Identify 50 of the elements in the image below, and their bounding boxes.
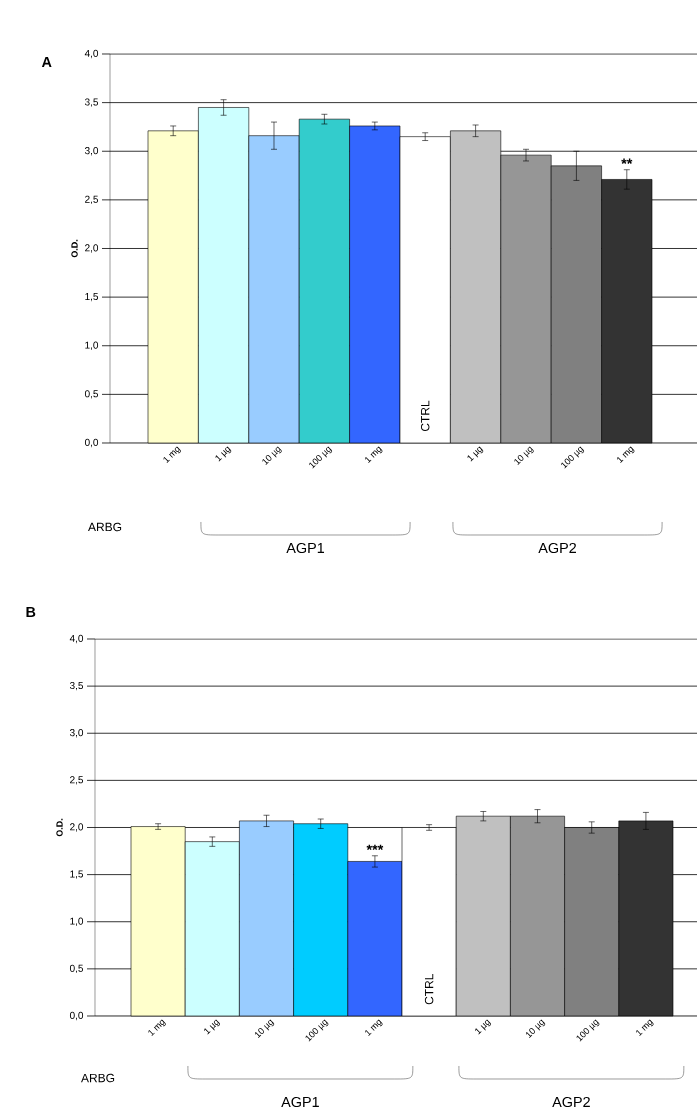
y-tick-label: 2,0: [70, 823, 84, 832]
y-tick-label: 4,0: [69, 634, 84, 644]
y-axis-title: O.D.: [71, 239, 78, 258]
x-tick-label: 100 µg: [305, 1019, 329, 1042]
chart-title: A: [41, 57, 52, 67]
x-tick-label: 10 µg: [254, 1019, 275, 1038]
x-tick-label: 1 mg: [365, 446, 383, 464]
x-tick-label: 100 µg: [561, 446, 585, 469]
text: ARBG: [88, 522, 122, 532]
text: AGP1: [281, 1096, 319, 1108]
x-tick-label: 100 µg: [576, 1019, 600, 1042]
y-tick-label: 1,5: [70, 870, 84, 879]
y-tick-label: 0,0: [84, 438, 99, 448]
y-tick-label: 1,5: [85, 293, 99, 302]
annotation: ***: [366, 844, 384, 851]
x-tick-label: 1 µg: [467, 446, 484, 462]
x-tick-label: 1 mg: [163, 446, 181, 464]
y-axis-title: O.D.: [56, 818, 63, 837]
y-tick-label: 3,5: [84, 98, 99, 107]
y-tick-label: 2,0: [85, 244, 99, 253]
x-tick-label: CTRL: [424, 973, 434, 1005]
text: AGP1: [286, 542, 325, 554]
y-tick-label: 1,0: [70, 917, 84, 926]
y-tick-label: 2,5: [70, 776, 84, 785]
y-tick-label: 0,0: [69, 1011, 84, 1021]
x-tick-label: 1 µg: [475, 1019, 492, 1035]
x-tick-label: 1 µg: [215, 446, 232, 462]
x-tick-label: 1 mg: [365, 1019, 383, 1037]
x-tick-label: 1 mg: [148, 1019, 166, 1037]
y-tick-label: 4,0: [84, 49, 99, 59]
x-tick-label: CTRL: [420, 400, 430, 432]
y-tick-label: 0,5: [84, 390, 99, 399]
x-tick-label: 1 µg: [204, 1019, 220, 1035]
x-tick-label: 1 mg: [617, 446, 635, 464]
x-tick-label: 10 µg: [514, 446, 534, 465]
y-tick-label: 1,0: [85, 341, 99, 350]
y-tick-label: 3,5: [69, 681, 84, 691]
text: AGP2: [538, 542, 576, 554]
y-tick-label: 0,5: [69, 964, 84, 974]
y-tick-label: 3,0: [69, 729, 84, 738]
text: ARBG: [81, 1073, 115, 1083]
x-tick-label: 10 µg: [525, 1019, 546, 1038]
x-tick-label: 10 µg: [262, 446, 282, 465]
text: AGP2: [552, 1096, 590, 1108]
annotation: **: [621, 158, 633, 164]
x-tick-label: 1 mg: [636, 1019, 654, 1037]
x-tick-label: 100 µg: [309, 446, 333, 469]
y-tick-label: 3,0: [84, 147, 99, 156]
chart-title: B: [26, 607, 36, 617]
y-tick-label: 2,5: [85, 195, 99, 204]
